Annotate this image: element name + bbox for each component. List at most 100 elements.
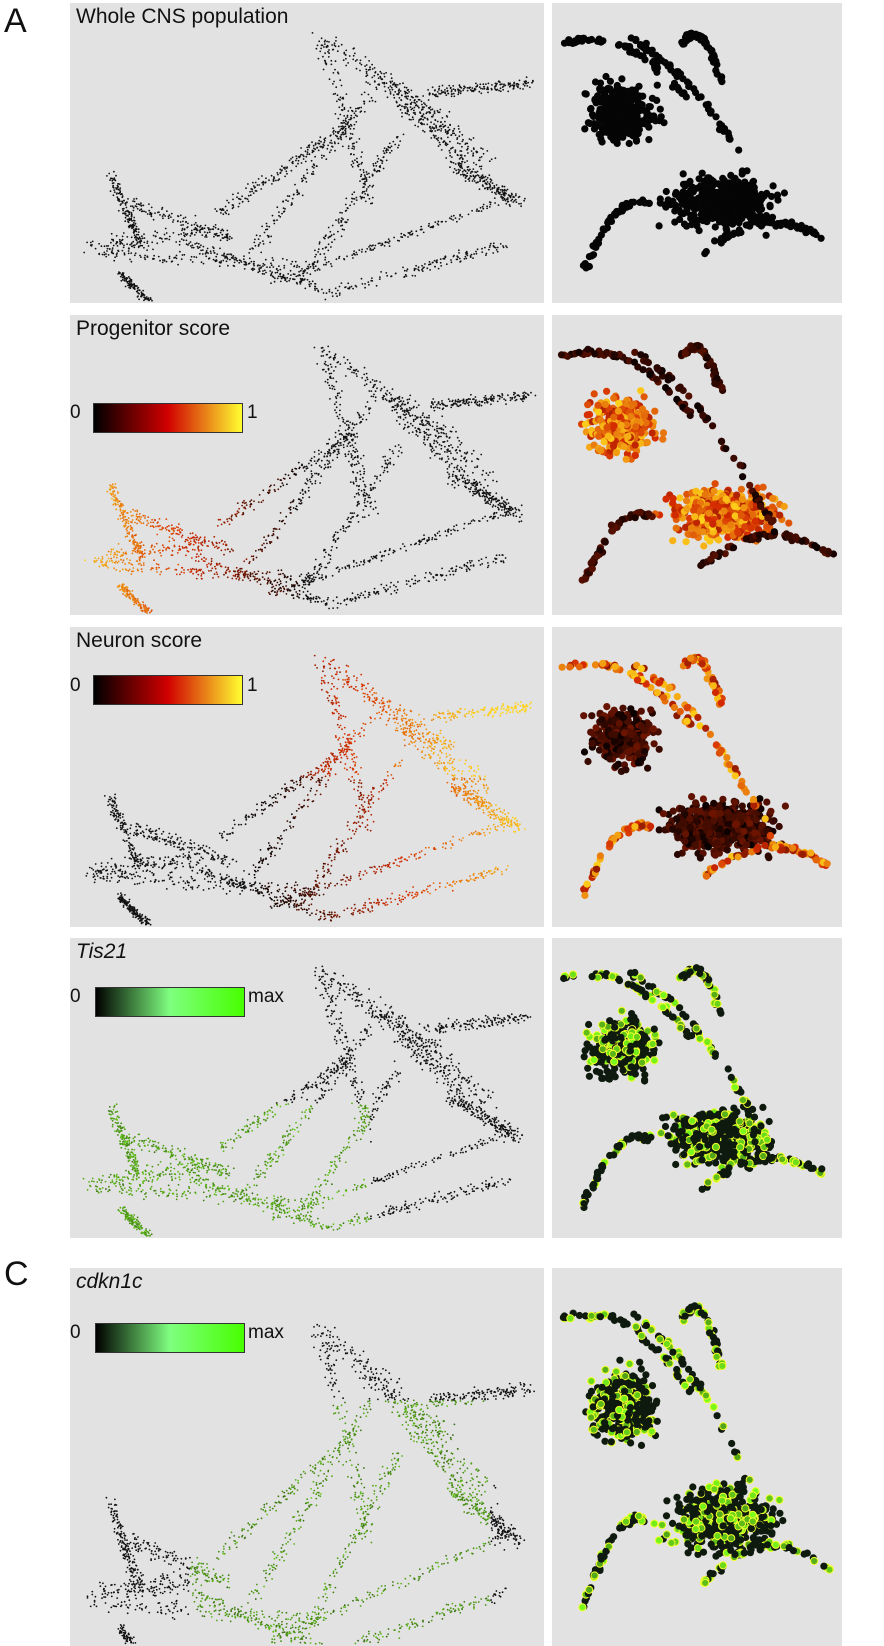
umap-point [439, 108, 442, 111]
umap-point [356, 436, 359, 438]
umap-point [518, 202, 520, 205]
umap-point [462, 89, 464, 92]
umap-point [495, 511, 498, 514]
umap-point [351, 109, 353, 112]
umap-point [334, 134, 337, 137]
umap-point [298, 575, 301, 577]
umap-point [301, 194, 304, 197]
umap-point [400, 236, 402, 238]
umap-point [307, 572, 310, 575]
umap-point [379, 480, 382, 482]
umap-point [340, 217, 343, 220]
umap-point [309, 601, 312, 603]
umap-point [256, 573, 258, 575]
umap-point [359, 69, 361, 72]
umap-point [337, 218, 340, 221]
umap-point [246, 198, 249, 201]
umap-point [467, 213, 470, 216]
umap-point [475, 490, 477, 493]
umap-point [133, 198, 135, 200]
umap-point [163, 260, 166, 262]
umap-point [359, 478, 362, 481]
umap-point [257, 264, 259, 266]
umap-point [227, 201, 230, 204]
umap-point [356, 471, 359, 474]
umap-point [433, 123, 435, 125]
umap-point [254, 238, 256, 241]
umap-point [110, 177, 112, 180]
umap-point [249, 194, 252, 197]
umap-point [115, 550, 118, 552]
umap-point [373, 168, 376, 171]
umap-point [296, 264, 299, 267]
umap-point [314, 287, 316, 290]
umap-point [178, 243, 181, 246]
umap-point [226, 518, 229, 520]
umap-point [340, 235, 343, 238]
umap-point [187, 244, 189, 246]
umap-point [120, 193, 123, 195]
umap-point [347, 62, 349, 64]
umap-point [463, 169, 466, 172]
umap-point [476, 465, 479, 468]
umap-point [433, 136, 436, 139]
umap-point [388, 142, 391, 145]
umap-point [436, 425, 438, 428]
umap-point [279, 485, 282, 488]
umap-point [412, 118, 415, 121]
umap-point [212, 225, 215, 228]
umap-point [440, 444, 443, 447]
umap-point [414, 414, 417, 417]
umap-point [332, 451, 335, 454]
umap-point [397, 416, 400, 418]
umap-point [272, 276, 275, 278]
umap-point [447, 531, 450, 533]
umap-point [166, 210, 168, 213]
umap-point [336, 100, 338, 103]
umap-point [102, 565, 105, 567]
umap-point [266, 225, 268, 228]
umap-point [317, 267, 320, 270]
umap-point [407, 236, 409, 238]
graph-point [632, 135, 640, 144]
umap-point [525, 76, 528, 79]
umap-point [450, 89, 453, 91]
umap-point [269, 266, 271, 269]
umap-point [176, 552, 179, 554]
umap-point [488, 186, 491, 189]
umap-point [114, 256, 116, 259]
umap-point [331, 291, 333, 294]
umap-point [225, 260, 228, 263]
umap-point [287, 273, 290, 275]
umap-point [459, 443, 462, 446]
umap-point [462, 474, 465, 477]
umap-point [441, 84, 444, 87]
umap-point [243, 260, 246, 263]
umap-point [481, 473, 484, 476]
umap-point [341, 104, 344, 107]
graph-point [686, 33, 694, 41]
umap-point [436, 109, 439, 112]
umap-point [358, 249, 361, 252]
umap-point [469, 172, 472, 175]
umap-point [445, 94, 448, 96]
umap-point [457, 125, 460, 127]
umap-point [131, 529, 134, 532]
umap-point [385, 71, 387, 74]
umap-point [293, 193, 295, 196]
umap-point [136, 285, 138, 287]
umap-point [115, 255, 118, 257]
umap-point [408, 118, 411, 121]
graph-point [685, 80, 693, 88]
umap-point [206, 251, 208, 254]
umap-point [344, 429, 347, 432]
umap-point [113, 170, 115, 173]
umap-point [157, 550, 160, 552]
umap-point [343, 108, 346, 111]
umap-point [432, 576, 435, 578]
umap-point [524, 81, 526, 84]
umap-point [459, 166, 462, 169]
umap-point [220, 523, 223, 526]
umap-point [478, 210, 480, 212]
umap-point [365, 180, 368, 183]
